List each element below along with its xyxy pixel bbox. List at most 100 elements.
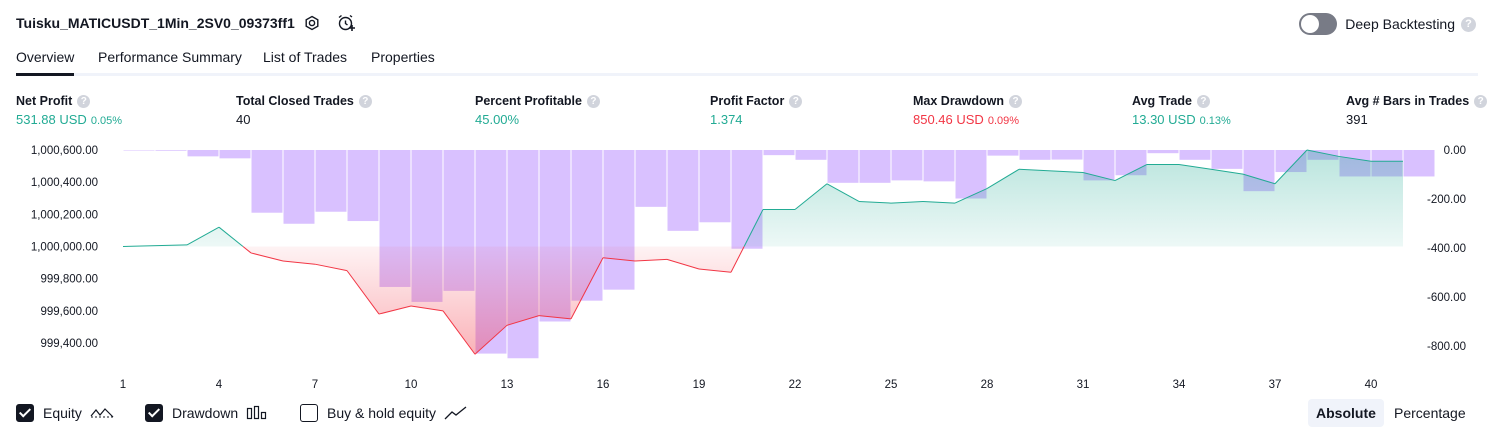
right-axis-tick: 0.00 [1444, 145, 1466, 157]
x-axis: 1 4 7 10 13 16 19 22 25 28 31 34 37 40 [120, 379, 1378, 391]
help-icon[interactable]: ? [1461, 16, 1476, 32]
absolute-button[interactable]: Absolute [1308, 399, 1384, 427]
equity-loss-area [123, 246, 745, 355]
equity-checkbox[interactable] [16, 404, 34, 422]
percentage-button[interactable]: Percentage [1394, 405, 1466, 421]
drawdown-checkbox[interactable] [145, 404, 163, 422]
drawdown-bar [347, 150, 379, 222]
equity-segment [1018, 168, 1052, 172]
right-axis-tick: -200.00 [1427, 194, 1466, 206]
alarm-plus-icon[interactable] [336, 13, 356, 33]
left-axis-tick: 999,400.00 [40, 338, 98, 350]
drawdown-bar [315, 150, 347, 212]
equity-line [122, 149, 1403, 355]
drawdown-bar [1019, 150, 1051, 160]
equity-line-icon [90, 408, 114, 418]
equity-segment [698, 268, 732, 273]
equity-segment [378, 305, 412, 315]
gear-icon[interactable] [302, 13, 322, 33]
report-header: Tuisku_MATICUSDT_1Min_2SV0_09373ff1 Deep… [0, 0, 1494, 44]
x-axis-tick: 28 [981, 379, 994, 391]
tab-overview[interactable]: Overview [16, 49, 75, 76]
help-icon[interactable]: ? [77, 94, 91, 108]
drawdown-bar [123, 150, 155, 151]
equity-segment [1242, 173, 1276, 185]
drawdown-bar [795, 150, 827, 160]
metric-net-profit: Net Profit? 531.88 USD 0.05% [16, 94, 122, 127]
x-axis-tick: 1 [120, 379, 126, 391]
metric-value: 850.46 USD [913, 112, 984, 127]
drawdown-bar [1147, 150, 1179, 154]
equity-segment [346, 270, 380, 315]
tab-performance-summary[interactable]: Performance Summary [98, 49, 242, 65]
equity-segment [570, 257, 604, 320]
legend-equity[interactable]: Equity [16, 404, 114, 422]
equity-segment [410, 305, 444, 312]
left-axis-tick: 1,000,600.00 [31, 145, 98, 157]
legend-label: Buy & hold equity [327, 405, 436, 421]
legend-buy-hold-equity[interactable]: Buy & hold equity [300, 404, 468, 422]
tab-list-of-trades[interactable]: List of Trades [263, 49, 348, 65]
metric-avg-trade: Avg Trade? 13.30 USD 0.13% [1132, 94, 1231, 127]
drawdown-bar [187, 150, 219, 157]
help-icon[interactable]: ? [789, 94, 803, 108]
drawdown-bar [1403, 150, 1435, 177]
equity-segment [634, 258, 668, 262]
drawdown-bar [827, 150, 859, 183]
metric-value: 40 [236, 112, 251, 127]
metric-label: Avg Trade [1132, 94, 1192, 108]
equity-segment [730, 246, 745, 273]
drawdown-bar [763, 150, 795, 156]
equity-segment [314, 263, 348, 272]
equity-drawdown-chart[interactable]: 1,000,600.00 1,000,400.00 1,000,200.00 1,00… [0, 140, 1494, 396]
drawdown-bar [1211, 150, 1243, 169]
equity-segment [1082, 172, 1116, 182]
report-tabs: Overview Performance Summary List of Tra… [16, 46, 1478, 76]
equity-segment [474, 324, 508, 355]
x-axis-tick: 34 [1173, 379, 1186, 391]
drawdown-bar [1179, 150, 1211, 160]
equity-segment [666, 258, 700, 270]
metric-percent: 0.05% [90, 115, 123, 127]
drawdown-bar [155, 150, 187, 151]
deep-backtesting-toggle[interactable] [1299, 13, 1338, 35]
equity-segment [186, 226, 220, 246]
buy-hold-checkbox[interactable] [300, 404, 318, 422]
equity-segment [282, 260, 316, 265]
help-icon[interactable]: ? [358, 94, 372, 108]
equity-segment [1210, 168, 1244, 175]
drawdown-bar [987, 150, 1019, 156]
equity-segment [538, 315, 572, 320]
equity-segment [1114, 164, 1148, 182]
metric-percent: 0.09% [987, 115, 1020, 127]
equity-segment [442, 310, 476, 355]
metric-max-drawdown: Max Drawdown? 850.46 USD 0.09% [913, 94, 1022, 127]
chart-legend: Equity Drawdown Buy & hold equity Absolu… [16, 399, 1478, 427]
x-axis-tick: 13 [501, 379, 514, 391]
help-icon[interactable]: ? [1009, 94, 1022, 108]
equity-area [123, 150, 1403, 355]
help-icon[interactable]: ? [1474, 94, 1488, 108]
metric-label: Profit Factor [710, 94, 785, 108]
help-icon[interactable]: ? [1196, 94, 1210, 108]
help-icon[interactable]: ? [586, 94, 600, 108]
drawdown-bar [859, 150, 891, 183]
right-axis: 0.00 -200.00 -400.00 -600.00 -800.00 [1427, 145, 1466, 353]
right-axis-tick: -800.00 [1427, 341, 1466, 353]
legend-label: Equity [43, 405, 82, 421]
left-axis: 1,000,600.00 1,000,400.00 1,000,200.00 1,00… [31, 145, 98, 350]
x-axis-tick: 7 [312, 379, 318, 391]
legend-drawdown[interactable]: Drawdown [145, 404, 268, 422]
drawdown-bar [955, 150, 987, 199]
metric-value: 1.374 [710, 112, 743, 127]
x-axis-tick: 22 [789, 379, 802, 391]
drawdown-bar [891, 150, 923, 181]
metric-label: Total Closed Trades [236, 94, 354, 108]
metric-value: 45.00% [475, 112, 520, 127]
equity-segment [1306, 149, 1340, 157]
metric-value: 531.88 USD [16, 112, 87, 127]
drawdown-bar [667, 150, 699, 231]
drawdown-bar [603, 150, 635, 290]
tab-properties[interactable]: Properties [371, 49, 435, 65]
equity-segment [794, 183, 828, 210]
